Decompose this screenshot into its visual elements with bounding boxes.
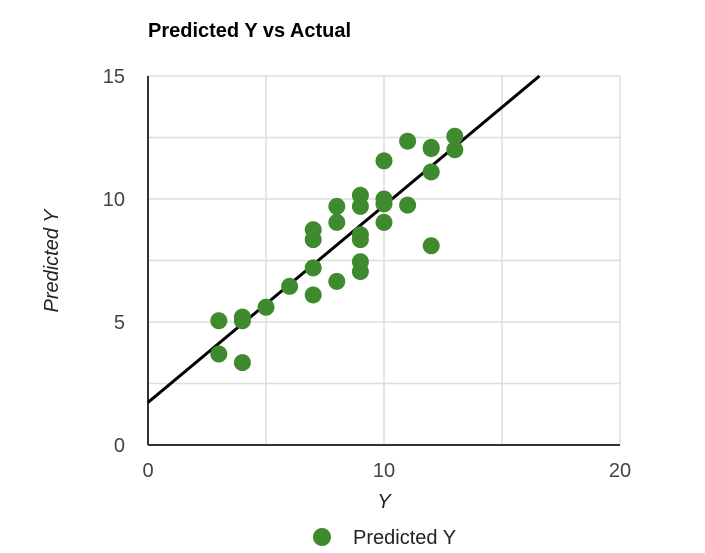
x-tick-label: 10 [373, 460, 395, 482]
data-point [233, 312, 251, 330]
y-tick-label: 5 [114, 312, 125, 334]
data-point [375, 213, 393, 231]
y-axis-label: Predicted Y [41, 208, 63, 313]
data-point [422, 237, 440, 255]
data-point [446, 141, 464, 159]
data-point [210, 345, 228, 363]
data-point [328, 213, 346, 231]
x-tick-label: 0 [142, 460, 153, 482]
x-tick-label: 20 [609, 460, 631, 482]
axes [147, 76, 620, 446]
data-point [257, 298, 275, 316]
data-point [328, 197, 346, 215]
legend: Predicted Y [313, 527, 456, 549]
data-point [422, 163, 440, 181]
data-point [351, 231, 369, 249]
data-point [375, 152, 393, 170]
legend-label: Predicted Y [353, 527, 456, 549]
y-tick-label: 15 [103, 66, 125, 88]
grid-lines [148, 75, 621, 445]
legend-marker [313, 528, 331, 546]
tick-labels: 0 10 20 0 5 10 15 [103, 66, 631, 482]
trendline [147, 74, 541, 404]
data-point [375, 195, 393, 213]
data-point [446, 127, 464, 145]
trendline-layer [147, 74, 541, 404]
data-point [422, 140, 440, 158]
data-points [210, 127, 464, 372]
y-tick-label: 0 [114, 435, 125, 457]
data-point [351, 197, 369, 215]
data-point [304, 231, 322, 249]
data-point [304, 259, 322, 277]
y-tick-label: 10 [103, 189, 125, 211]
data-point [281, 277, 299, 295]
data-point [210, 312, 228, 330]
data-point [304, 286, 322, 304]
data-point [328, 272, 346, 290]
data-point [399, 196, 417, 214]
x-axis-label: Y [377, 491, 392, 513]
chart-title: Predicted Y vs Actual [148, 20, 351, 42]
data-point [233, 354, 251, 372]
data-point [399, 132, 417, 150]
data-point [351, 263, 369, 281]
